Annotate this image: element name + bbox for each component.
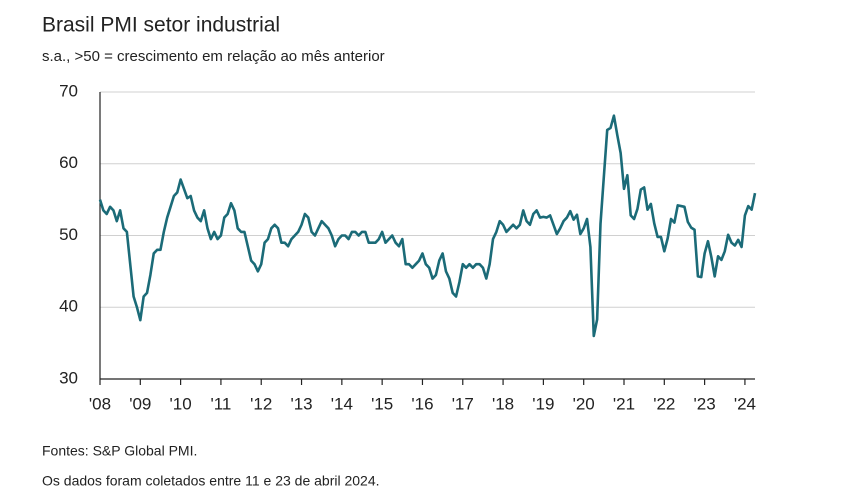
x-tick-label: '10 xyxy=(170,394,192,413)
date-note: Os dados foram coletados entre 11 e 23 d… xyxy=(42,473,380,489)
y-tick-label: 70 xyxy=(59,81,78,100)
x-tick-label: '20 xyxy=(573,394,595,413)
x-tick-label: '22 xyxy=(653,394,675,413)
x-tick-label: '13 xyxy=(290,394,312,413)
x-tick-label: '21 xyxy=(613,394,635,413)
source-note: Fontes: S&P Global PMI. xyxy=(42,443,197,459)
x-tick-label: '23 xyxy=(694,394,716,413)
x-tick-label: '15 xyxy=(371,394,393,413)
data-line xyxy=(98,114,757,338)
y-tick-label: 50 xyxy=(59,225,78,244)
x-tick-label: '14 xyxy=(331,394,353,413)
x-tick-label: '11 xyxy=(210,394,231,413)
x-tick-label: '17 xyxy=(452,394,474,413)
y-tick-label: 60 xyxy=(59,153,78,172)
x-tick-label: '08 xyxy=(89,394,111,413)
x-tick-label: '24 xyxy=(734,394,756,413)
x-tick-label: '12 xyxy=(250,394,272,413)
y-tick-label: 30 xyxy=(59,368,78,387)
x-tick-label: '18 xyxy=(492,394,514,413)
x-tick-label: '19 xyxy=(532,394,554,413)
x-tick-label: '09 xyxy=(129,394,151,413)
chart-subtitle: s.a., >50 = crescimento em relação ao mê… xyxy=(42,48,385,65)
y-tick-label: 40 xyxy=(59,297,78,316)
chart-title: Brasil PMI setor industrial xyxy=(42,14,280,37)
x-tick-label: '16 xyxy=(411,394,433,413)
